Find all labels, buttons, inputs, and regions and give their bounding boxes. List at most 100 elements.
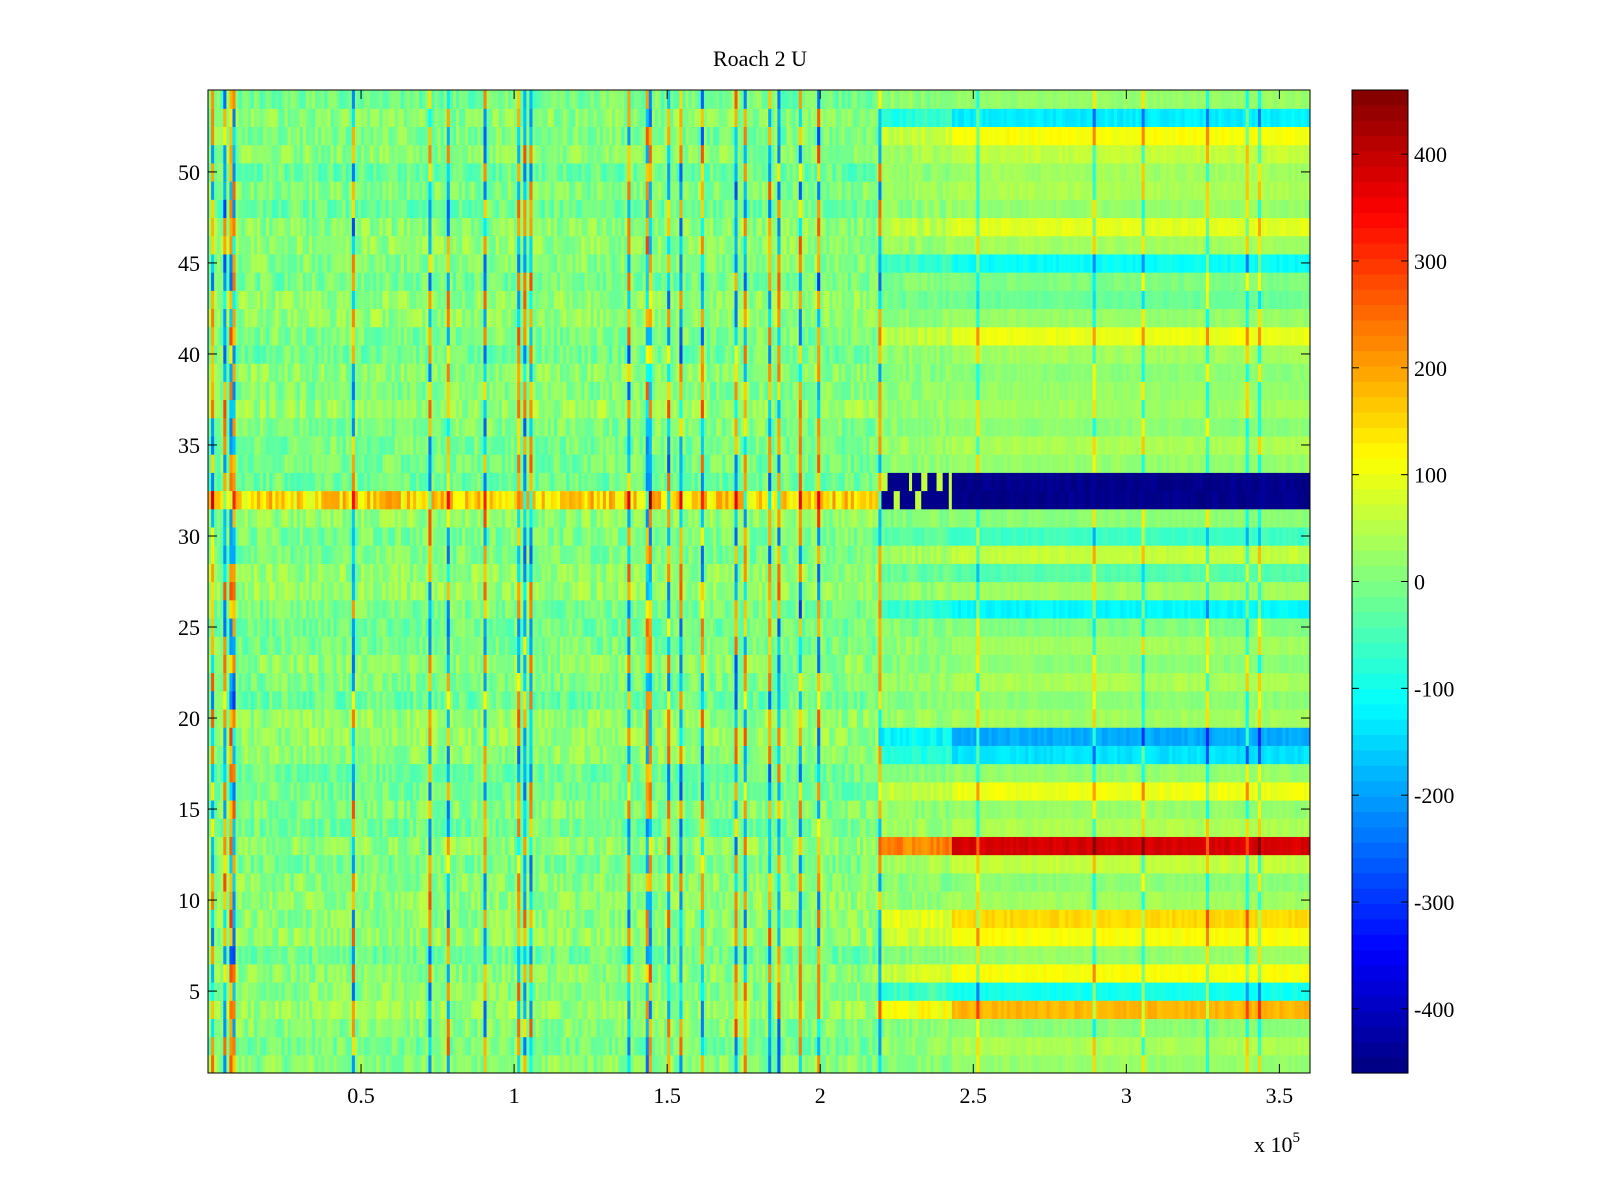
heatmap-cell	[1230, 981, 1235, 1001]
heatmap-cell	[964, 1054, 968, 1073]
heatmap-cell	[1006, 1054, 1011, 1073]
heatmap-cell	[250, 836, 255, 856]
heatmap-cell	[682, 963, 687, 983]
heatmap-cell	[795, 945, 800, 965]
heatmap-cell	[847, 981, 852, 1001]
heatmap-cell	[642, 854, 647, 874]
heatmap-cell	[437, 945, 442, 965]
heatmap-cell	[1077, 836, 1082, 856]
heatmap-cell	[281, 1054, 286, 1073]
heatmap-cell	[985, 854, 990, 874]
heatmap-cell	[367, 945, 371, 965]
heatmap-cell	[1129, 927, 1134, 947]
heatmap-cell	[979, 872, 984, 892]
heatmap-cell	[798, 872, 803, 892]
heatmap-cell	[581, 1018, 586, 1038]
heatmap-cell	[238, 927, 243, 947]
heatmap-cell	[1150, 1054, 1155, 1073]
heatmap-cell	[560, 1054, 564, 1073]
heatmap-cell	[541, 1036, 546, 1056]
heatmap-cell	[1037, 872, 1042, 892]
heatmap-cell	[979, 909, 984, 928]
heatmap-cell	[428, 945, 433, 965]
heatmap-cell	[951, 963, 956, 983]
heatmap-cell	[875, 981, 879, 1001]
heatmap-cell	[850, 945, 855, 965]
heatmap-cell	[345, 890, 350, 910]
heatmap-cell	[1306, 1018, 1310, 1038]
heatmap-cell	[902, 872, 907, 892]
heatmap-cell	[1040, 963, 1045, 983]
heatmap-cell	[765, 890, 769, 910]
heatmap-cell	[229, 927, 234, 947]
heatmap-cell	[804, 890, 809, 910]
heatmap-cell	[759, 945, 763, 965]
heatmap-cell	[915, 1036, 919, 1056]
heatmap-cell	[397, 909, 402, 928]
heatmap-cell	[1028, 963, 1033, 983]
heatmap-cell	[933, 1000, 938, 1019]
heatmap-cell	[615, 836, 619, 856]
heatmap-cell	[814, 818, 818, 837]
heatmap-cell	[229, 854, 234, 874]
heatmap-cell	[691, 890, 696, 910]
heatmap-cell	[507, 909, 512, 928]
heatmap-cell	[1031, 1036, 1036, 1056]
heatmap-cell	[489, 963, 494, 983]
heatmap-cell	[575, 1018, 579, 1038]
heatmap-cell	[563, 854, 567, 874]
heatmap-cell	[964, 963, 968, 983]
heatmap-cell	[1248, 1054, 1253, 1073]
heatmap-cell	[330, 1000, 335, 1019]
heatmap-cell	[896, 854, 901, 874]
heatmap-cell	[820, 909, 824, 928]
heatmap-cell	[1303, 872, 1308, 892]
heatmap-cell	[1071, 890, 1075, 910]
heatmap-cell	[746, 1018, 751, 1038]
heatmap-cell	[749, 818, 754, 837]
heatmap-cell	[278, 1000, 283, 1019]
heatmap-cell	[1117, 1054, 1121, 1073]
heatmap-cell	[832, 945, 837, 965]
heatmap-cell	[737, 909, 742, 928]
heatmap-cell	[1273, 836, 1277, 856]
heatmap-cell	[728, 854, 733, 874]
heatmap-cell	[596, 945, 601, 965]
heatmap-cell	[1163, 872, 1167, 892]
heatmap-cell	[636, 927, 641, 947]
heatmap-cell	[538, 890, 543, 910]
heatmap-cell	[731, 872, 736, 892]
heatmap-cell	[468, 854, 472, 874]
heatmap-cell	[232, 1036, 237, 1056]
heatmap-cell	[339, 981, 344, 1001]
heatmap-cell	[1270, 945, 1274, 965]
heatmap-cell	[1058, 890, 1063, 910]
heatmap-cell	[639, 1018, 644, 1038]
heatmap-cell	[1098, 1018, 1103, 1038]
heatmap-cell	[630, 872, 635, 892]
heatmap-cell	[817, 890, 821, 910]
heatmap-cell	[624, 854, 628, 874]
heatmap-cell	[1089, 872, 1094, 892]
heatmap-cell	[333, 963, 338, 983]
heatmap-cell	[422, 1018, 426, 1038]
heatmap-cell	[532, 1000, 537, 1019]
heatmap-cell	[498, 945, 503, 965]
heatmap-cell	[1303, 945, 1308, 965]
heatmap-cell	[676, 945, 681, 965]
heatmap-cell	[869, 890, 873, 910]
heatmap-cell	[1111, 818, 1115, 837]
heatmap-cell	[431, 1018, 436, 1038]
heatmap-cell	[1184, 1036, 1189, 1056]
heatmap-cell	[431, 836, 436, 856]
heatmap-cell	[434, 1036, 439, 1056]
heatmap-cell	[618, 854, 622, 874]
heatmap-cell	[630, 836, 635, 856]
heatmap-cell	[997, 836, 1002, 856]
heatmap-cell	[1230, 963, 1235, 983]
heatmap-cell	[1141, 1018, 1146, 1038]
heatmap-cell	[884, 872, 889, 892]
heatmap-cell	[266, 909, 270, 928]
heatmap-cell	[266, 1000, 270, 1019]
heatmap-cell	[1172, 854, 1176, 874]
